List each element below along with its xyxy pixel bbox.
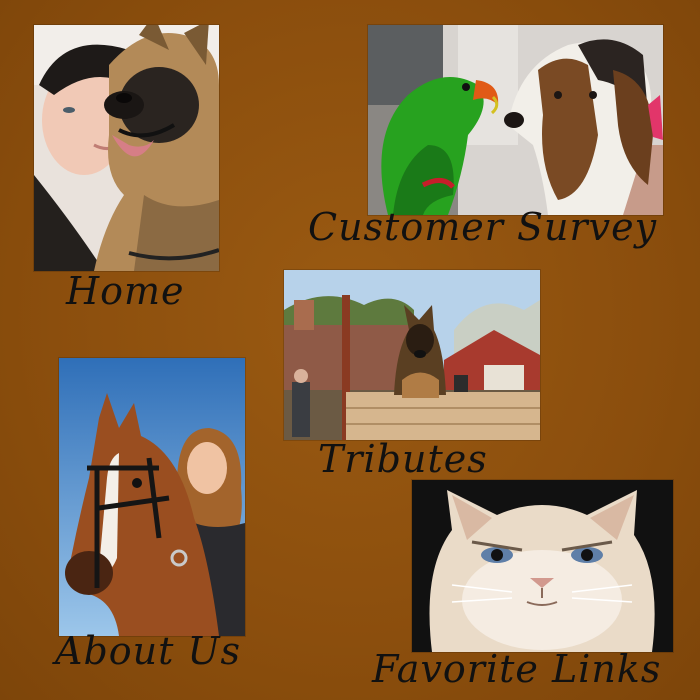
nav-favorite-links-label[interactable]: Favorite Links <box>372 647 662 691</box>
shepherd-fence-image <box>284 270 540 440</box>
grumpy-cat-image <box>412 480 673 652</box>
woman-dog-image <box>34 25 219 271</box>
nav-about-us-label[interactable]: About Us <box>55 629 241 673</box>
nav-customer-survey-label[interactable]: Customer Survey <box>308 205 658 249</box>
customer-survey-photo-link[interactable] <box>368 25 663 215</box>
nav-tributes-label[interactable]: Tributes <box>318 437 488 481</box>
about-us-photo-link[interactable] <box>59 358 245 636</box>
parrot-dog-image <box>368 25 663 215</box>
tributes-photo-link[interactable] <box>284 270 540 440</box>
nav-home-label[interactable]: Home <box>66 269 185 313</box>
home-photo-link[interactable] <box>34 25 219 271</box>
girl-horse-image <box>59 358 245 636</box>
favorite-links-photo-link[interactable] <box>412 480 673 652</box>
